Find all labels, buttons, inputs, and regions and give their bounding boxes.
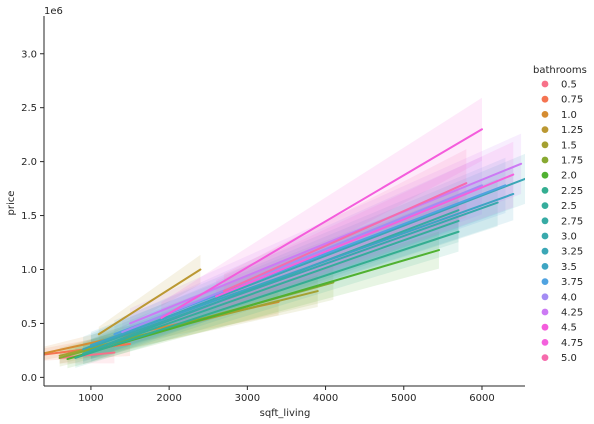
- legend-marker-0.5: [541, 80, 549, 88]
- legend-marker-3.25: [541, 247, 549, 255]
- y-tick-label: 3.0: [21, 49, 37, 60]
- y-tick-label: 2.0: [21, 157, 37, 168]
- legend-marker-0.75: [541, 95, 549, 103]
- x-axis-label: sqft_living: [260, 408, 311, 419]
- legend-marker-2.0: [541, 171, 549, 179]
- x-tick-label: 2000: [156, 393, 181, 404]
- legend-label-4.0: 4.0: [561, 292, 577, 303]
- legend-label-3.25: 3.25: [561, 247, 583, 258]
- legend: bathrooms 0.5 0.75 1.0 1.25 1.5 1.75 2.0 2.25 2.…: [533, 65, 587, 364]
- regression-line-2.25: [74, 230, 460, 359]
- legend-marker-2.5: [541, 202, 549, 210]
- legend-label-0.75: 0.75: [561, 95, 583, 106]
- legend-title: bathrooms: [533, 65, 587, 76]
- legend-label-1.75: 1.75: [561, 156, 583, 167]
- legend-marker-3.0: [541, 232, 549, 240]
- legend-label-0.5: 0.5: [561, 80, 577, 91]
- regression-line-4.75: [215, 173, 515, 298]
- legend-label-3.75: 3.75: [561, 277, 583, 288]
- legend-label-4.25: 4.25: [561, 308, 583, 319]
- y-axis-label: price: [6, 191, 17, 216]
- regression-line-2.5: [82, 219, 460, 355]
- regression-line-1.25: [97, 268, 202, 336]
- y-tick-label: 0.5: [21, 319, 37, 330]
- x-tick-label: 6000: [469, 393, 494, 404]
- regression-line-4.5: [160, 128, 483, 320]
- y-tick-label: 0.0: [21, 373, 37, 384]
- legend-marker-1.25: [541, 126, 549, 133]
- legend-marker-5.0: [541, 354, 549, 361]
- legend-label-2.75: 2.75: [561, 216, 583, 227]
- legend-label-1.5: 1.5: [561, 140, 577, 151]
- confidence-band-4.25: [130, 133, 522, 339]
- x-tick-label: 3000: [235, 393, 260, 404]
- legend-label-1.25: 1.25: [561, 125, 583, 136]
- axes: 1000 2000 3000 4000 5000 6000 0.0 0.5 1.0 1.5 2.0 2…: [21, 16, 525, 404]
- plot-area: [44, 97, 525, 369]
- x-tick-label: 5000: [391, 393, 416, 404]
- regression-line-5.0: [222, 182, 468, 293]
- legend-label-4.5: 4.5: [561, 323, 577, 334]
- y-tick-label: 1.5: [21, 211, 37, 222]
- legend-label-2.0: 2.0: [561, 171, 577, 182]
- x-tick-label: 1000: [78, 393, 103, 404]
- legend-marker-3.5: [541, 263, 549, 270]
- legend-label-2.25: 2.25: [561, 186, 583, 197]
- legend-marker-1.75: [541, 156, 549, 164]
- legend-label-5.0: 5.0: [561, 353, 577, 364]
- x-tick-label: 4000: [313, 393, 338, 404]
- legend-marker-3.75: [541, 278, 549, 285]
- legend-marker-1.5: [541, 141, 549, 149]
- y-offset-label: 1e6: [44, 6, 63, 17]
- legend-label-4.75: 4.75: [561, 338, 583, 349]
- regression-line-3.5: [89, 192, 515, 347]
- legend-marker-1.0: [541, 111, 549, 118]
- legend-marker-4.75: [541, 339, 549, 346]
- legend-label-3.5: 3.5: [561, 262, 577, 273]
- legend-label-1.0: 1.0: [561, 110, 577, 121]
- regression-line-4.25: [129, 162, 523, 325]
- regression-line-0.5: [58, 351, 116, 359]
- confidence-band-1.25: [98, 254, 201, 342]
- legend-marker-4.25: [541, 308, 549, 316]
- y-tick-label: 1.0: [21, 265, 37, 276]
- legend-label-3.0: 3.0: [561, 232, 577, 243]
- confidence-band-4.5: [161, 97, 482, 334]
- legend-label-2.5: 2.5: [561, 201, 577, 212]
- legend-marker-2.75: [541, 217, 549, 225]
- legend-marker-4.0: [541, 293, 549, 301]
- y-tick-label: 2.5: [21, 103, 37, 114]
- regression-line-3.0: [89, 201, 499, 349]
- legend-marker-2.25: [541, 187, 549, 194]
- regression-line-4.0: [121, 184, 483, 334]
- legend-marker-4.5: [541, 323, 549, 331]
